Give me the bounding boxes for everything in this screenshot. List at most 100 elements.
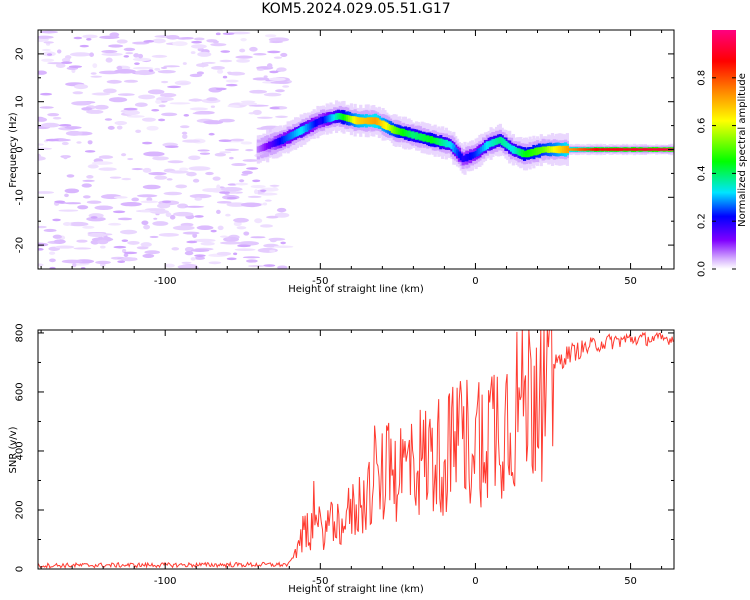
noise-blob-strong xyxy=(164,145,179,149)
noise-blob xyxy=(38,117,48,122)
noise-blob-strong xyxy=(191,40,203,44)
noise-blob xyxy=(116,125,123,130)
noise-blob-strong xyxy=(112,210,126,214)
noise-blob xyxy=(188,166,211,171)
noise-blob xyxy=(249,46,258,52)
ridge-cell xyxy=(656,148,661,151)
noise-blob-strong xyxy=(117,260,126,264)
noise-blob xyxy=(155,99,162,104)
noise-blob xyxy=(107,125,115,130)
noise-blob xyxy=(240,37,247,42)
noise-blob xyxy=(184,205,205,208)
colorbar-tick-label: 0.2 xyxy=(697,213,708,229)
ridge-cell xyxy=(414,132,419,140)
ridge-cell xyxy=(411,131,415,139)
ridge-cell xyxy=(480,146,484,153)
noise-blob xyxy=(166,178,173,181)
noise-blob xyxy=(175,184,188,189)
ridge-cell xyxy=(407,130,411,138)
noise-blob xyxy=(157,69,176,74)
noise-blob xyxy=(248,104,269,107)
ridge-cell xyxy=(495,138,499,145)
ridge-cell xyxy=(562,145,566,154)
ridge-cell xyxy=(308,122,313,130)
ridge-cell xyxy=(344,114,348,121)
noise-blob xyxy=(231,163,247,167)
noise-blob xyxy=(192,233,198,238)
ridge-cell xyxy=(461,156,465,163)
ridge-cell xyxy=(465,153,469,162)
noise-blob xyxy=(57,138,71,142)
noise-blob xyxy=(71,101,92,106)
noise-blob xyxy=(214,152,227,157)
ridge-cell xyxy=(303,125,307,133)
y-tick-label: 0 xyxy=(15,146,26,152)
noise-blob xyxy=(273,56,283,59)
noise-blob-strong xyxy=(54,200,66,204)
noise-blob-strong xyxy=(237,244,251,248)
ridge-cell xyxy=(556,145,560,154)
ridge-cell xyxy=(405,130,409,137)
noise-blob-strong xyxy=(148,69,154,72)
noise-blob xyxy=(277,265,288,269)
ridge-cell xyxy=(655,148,659,151)
noise-blob xyxy=(216,251,232,256)
noise-blob-strong xyxy=(246,167,259,170)
noise-blob xyxy=(217,69,224,74)
ridge-cell xyxy=(645,148,650,151)
noise-blob xyxy=(117,93,135,96)
noise-blob xyxy=(189,73,203,78)
noise-blob xyxy=(249,89,268,94)
noise-blob xyxy=(190,257,196,261)
noise-blob xyxy=(239,102,258,106)
ridge-cell xyxy=(649,148,653,151)
noise-blob xyxy=(108,222,122,226)
noise-blob xyxy=(38,143,45,146)
ridge-cell xyxy=(329,114,333,122)
ridge-cell xyxy=(295,129,300,137)
noise-blob xyxy=(72,263,77,268)
noise-blob xyxy=(238,241,260,246)
ridge-cell xyxy=(390,125,394,133)
snr-series-line xyxy=(38,330,674,569)
colorbar-ticks: 0.0 0.2 0.4 0.6 0.8 xyxy=(697,70,736,277)
ridge-cell xyxy=(353,116,357,124)
ridge-cell xyxy=(470,152,475,159)
noise-blob xyxy=(105,57,113,63)
ridge-cell xyxy=(416,133,421,140)
ridge-cell xyxy=(340,113,344,120)
ridge-cell xyxy=(584,148,588,151)
noise-blob xyxy=(55,245,75,249)
ridge-cell xyxy=(307,123,311,131)
noise-blob xyxy=(142,253,155,258)
noise-blob xyxy=(192,178,200,183)
noise-blob-strong xyxy=(280,241,286,245)
ridge-cell xyxy=(273,139,277,147)
ridge-cell xyxy=(582,148,586,151)
noise-blob xyxy=(262,202,268,206)
noise-blob xyxy=(193,238,216,243)
noise-blob xyxy=(47,112,60,117)
noise-blob xyxy=(179,167,189,172)
ridge-cell xyxy=(524,150,529,158)
noise-blob xyxy=(164,263,175,268)
noise-blob xyxy=(121,153,127,157)
ridge-cell xyxy=(282,135,287,143)
ridge-cell xyxy=(589,148,594,151)
noise-blob xyxy=(81,183,92,188)
noise-blob-strong xyxy=(167,85,182,89)
noise-blob xyxy=(271,186,278,191)
ridge-cell xyxy=(491,139,495,147)
noise-blob xyxy=(189,194,212,199)
noise-blob xyxy=(203,61,216,64)
ridge-cell xyxy=(269,141,274,148)
ridge-cell xyxy=(630,148,635,151)
noise-blob xyxy=(181,261,192,264)
noise-blob xyxy=(108,44,124,48)
ridge-cell xyxy=(498,136,502,144)
noise-blob xyxy=(273,245,294,249)
noise-blob xyxy=(229,156,234,160)
noise-blob xyxy=(99,245,106,249)
noise-blob xyxy=(240,141,253,145)
